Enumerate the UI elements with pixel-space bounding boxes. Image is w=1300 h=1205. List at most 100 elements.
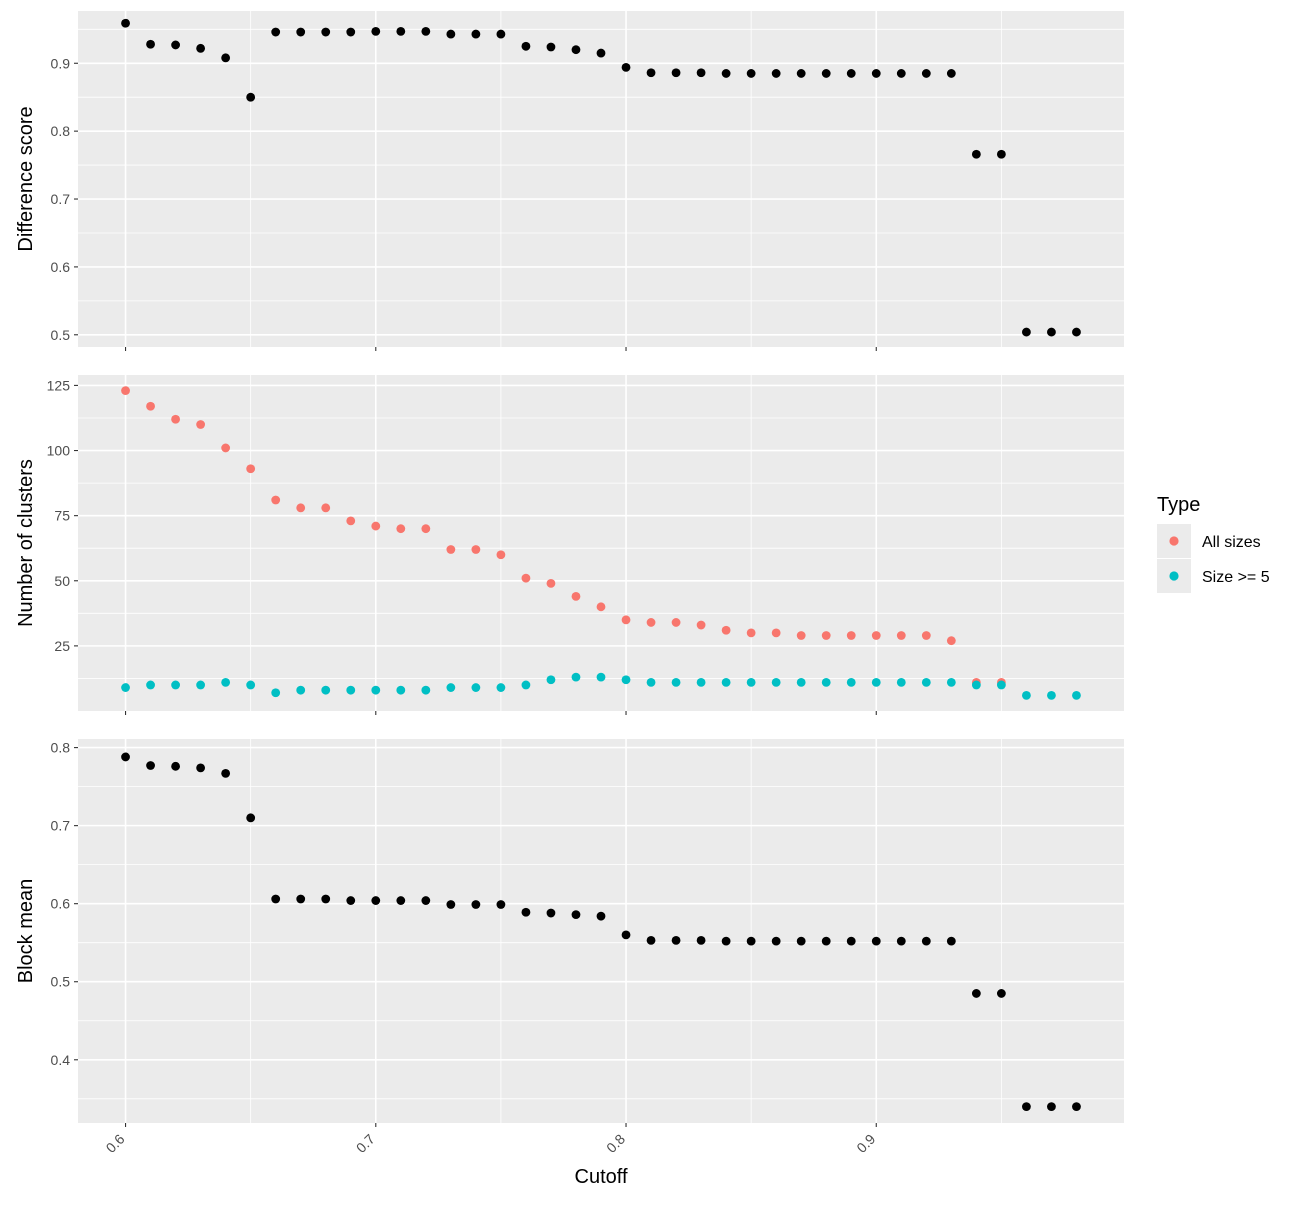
y-axis-title: Number of clusters bbox=[15, 459, 37, 627]
data-point bbox=[521, 41, 531, 51]
x-axis-title: Cutoff bbox=[575, 1166, 628, 1188]
y-axis-title: Block mean bbox=[15, 879, 37, 984]
data-point bbox=[471, 900, 481, 909]
data-point bbox=[696, 677, 706, 687]
data-point bbox=[321, 503, 331, 513]
data-point bbox=[821, 69, 831, 78]
data-point bbox=[696, 620, 706, 630]
data-point bbox=[796, 936, 806, 946]
panel-1: 0.5 0.6 0.7 0.8 0.9 Difference score bbox=[15, 11, 1124, 351]
data-point bbox=[196, 680, 206, 690]
y-tick-label: 0.6 bbox=[51, 896, 71, 912]
data-point bbox=[1072, 1102, 1081, 1112]
y-tick-label: 0.8 bbox=[51, 123, 71, 139]
data-point bbox=[696, 68, 706, 78]
x-tick-label: 0.8 bbox=[603, 1131, 628, 1156]
legend-label-all-sizes: All sizes bbox=[1202, 534, 1261, 551]
data-point bbox=[871, 631, 881, 640]
data-point bbox=[546, 42, 556, 52]
y-tick-label: 0.9 bbox=[51, 55, 71, 71]
data-point bbox=[496, 550, 506, 560]
data-point bbox=[596, 602, 606, 612]
data-point bbox=[396, 896, 406, 905]
data-point bbox=[571, 672, 581, 682]
data-point bbox=[546, 675, 556, 685]
data-point bbox=[621, 675, 631, 685]
x-tick-label: 0.6 bbox=[103, 1131, 128, 1156]
y-tick-label: 0.6 bbox=[51, 259, 71, 275]
data-point bbox=[446, 683, 456, 692]
data-point bbox=[721, 625, 731, 635]
data-point bbox=[296, 27, 306, 37]
data-point bbox=[496, 900, 506, 909]
data-point bbox=[671, 935, 681, 945]
data-point bbox=[321, 894, 331, 904]
data-point bbox=[471, 29, 481, 39]
data-point bbox=[846, 936, 856, 946]
data-point bbox=[246, 680, 256, 690]
data-point bbox=[396, 524, 406, 534]
y-tick-label: 0.7 bbox=[51, 818, 71, 834]
data-point bbox=[271, 495, 281, 505]
data-point bbox=[321, 685, 331, 695]
y-tick-label: 75 bbox=[54, 508, 70, 524]
panel-background bbox=[78, 739, 1124, 1123]
data-point bbox=[271, 894, 281, 904]
data-point bbox=[571, 910, 581, 920]
data-point bbox=[146, 39, 155, 49]
x-tick-label: 0.9 bbox=[853, 1131, 878, 1156]
data-point bbox=[821, 677, 831, 687]
panel-background bbox=[78, 375, 1124, 711]
data-point bbox=[821, 936, 831, 946]
data-point bbox=[721, 936, 731, 946]
data-point bbox=[721, 677, 731, 687]
data-point bbox=[646, 618, 656, 627]
y-tick-label: 0.5 bbox=[51, 974, 71, 990]
data-point bbox=[821, 631, 831, 640]
data-point bbox=[121, 386, 130, 396]
data-point bbox=[121, 683, 130, 692]
data-point bbox=[771, 936, 781, 946]
data-point bbox=[596, 911, 606, 921]
legend-key-all-sizes bbox=[1169, 536, 1179, 546]
data-point bbox=[1022, 690, 1031, 700]
data-point bbox=[1022, 1102, 1031, 1112]
legend-label-size-ge-5: Size >= 5 bbox=[1202, 569, 1270, 586]
data-point bbox=[971, 989, 981, 998]
data-point bbox=[271, 688, 281, 698]
data-point bbox=[596, 48, 606, 58]
data-point bbox=[571, 45, 581, 55]
data-point bbox=[721, 69, 731, 78]
data-point bbox=[346, 685, 356, 695]
data-point bbox=[996, 680, 1006, 690]
data-point bbox=[996, 989, 1006, 998]
data-point bbox=[771, 677, 781, 687]
data-point bbox=[921, 936, 931, 946]
data-point bbox=[846, 631, 856, 640]
data-point bbox=[921, 69, 931, 78]
panel-3: 0.4 0.5 0.6 0.7 0.8 Block mean bbox=[15, 739, 1124, 1127]
data-point bbox=[746, 677, 756, 687]
data-point bbox=[171, 40, 180, 50]
data-point bbox=[221, 443, 231, 453]
x-axis: 0.6 0.7 0.8 0.9 bbox=[103, 1131, 879, 1156]
data-point bbox=[571, 591, 581, 601]
data-point bbox=[496, 683, 506, 692]
legend-title: Type bbox=[1157, 494, 1200, 516]
data-point bbox=[221, 53, 231, 63]
data-point bbox=[296, 894, 306, 904]
data-point bbox=[296, 503, 306, 513]
data-point bbox=[371, 685, 381, 695]
data-point bbox=[871, 69, 881, 78]
data-point bbox=[246, 813, 256, 823]
data-point bbox=[196, 420, 206, 429]
y-tick-label: 50 bbox=[54, 573, 70, 589]
data-point bbox=[671, 68, 681, 78]
data-point bbox=[596, 672, 606, 682]
data-point bbox=[196, 43, 206, 53]
panel-background bbox=[78, 11, 1124, 347]
data-point bbox=[896, 936, 906, 946]
data-point bbox=[396, 26, 406, 36]
data-point bbox=[1047, 327, 1056, 337]
data-point bbox=[746, 936, 756, 946]
